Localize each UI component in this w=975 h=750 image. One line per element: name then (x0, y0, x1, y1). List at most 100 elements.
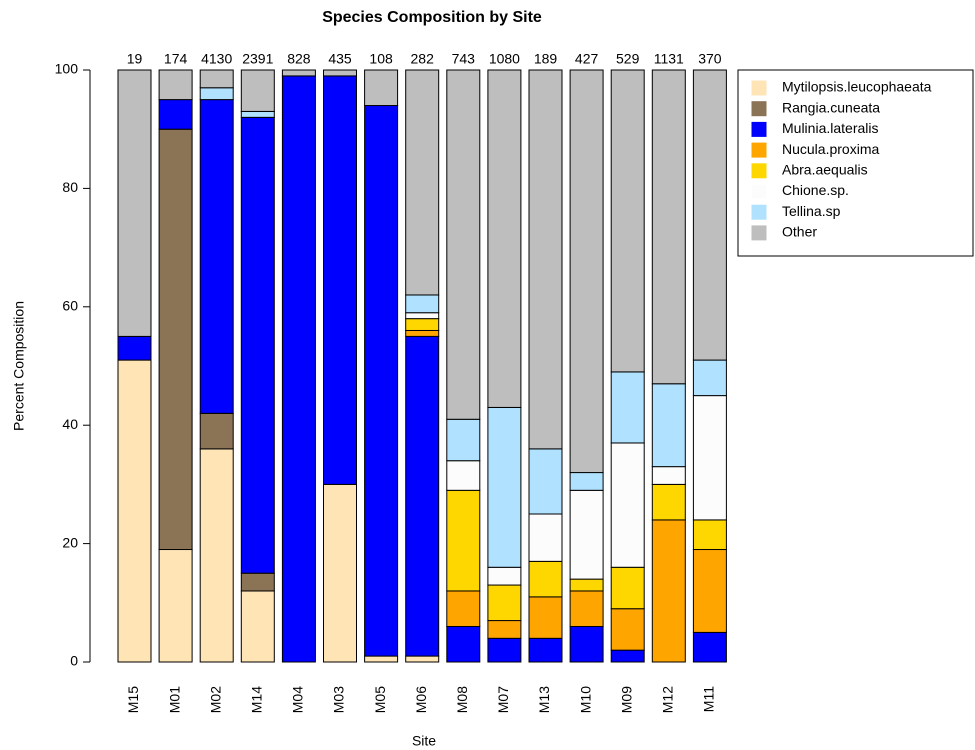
y-axis-label: Percent Composition (11, 301, 27, 431)
bar-segment (487, 566, 522, 586)
x-tick-label: M12 (660, 686, 676, 713)
x-tick-label: M04 (290, 686, 306, 713)
bar-segment (569, 472, 604, 491)
bar-segment (240, 69, 275, 112)
legend-label: Chione.sp. (782, 182, 849, 198)
bar-segment (364, 655, 399, 663)
bar-segment (651, 383, 686, 468)
legend-label: Other (782, 224, 817, 240)
x-tick-label: M10 (577, 686, 593, 713)
bar-segment (158, 128, 193, 551)
bar-segment (610, 69, 645, 373)
bar-segment (528, 560, 563, 598)
bar-segment (240, 590, 275, 663)
bar-segment (158, 69, 193, 101)
bar-segment (405, 294, 440, 314)
bar-segment (364, 105, 399, 657)
bar-segment (528, 69, 563, 450)
legend-swatch (751, 101, 767, 117)
legend-label: Nucula.proxima (782, 141, 879, 157)
legend-swatch (751, 80, 767, 96)
bar-segment (692, 359, 727, 397)
bar-label: 2391 (242, 51, 273, 67)
bar-label: 529 (616, 51, 640, 67)
x-tick-label: M11 (701, 686, 717, 712)
x-tick-label: M14 (249, 686, 265, 713)
bar-segment (487, 406, 522, 568)
bar-segment (240, 116, 275, 574)
legend-box (737, 69, 974, 257)
x-tick-label: M02 (207, 686, 223, 713)
bar-segment (281, 75, 316, 663)
bar-segment (651, 69, 686, 385)
legend-label: Rangia.cuneata (782, 99, 880, 115)
bar-segment (364, 69, 399, 107)
bar-segment (323, 483, 357, 663)
bar-segment (199, 87, 234, 101)
y-tick-label: 40 (62, 416, 78, 432)
bar-segment (569, 489, 604, 580)
bar-segment (692, 549, 727, 633)
legend-swatch (751, 163, 767, 179)
bar-segment (569, 578, 604, 592)
bar-label: 189 (534, 51, 558, 67)
bar-label: 19 (127, 51, 143, 67)
bar-segment (446, 418, 481, 462)
bar-segment (610, 608, 645, 651)
legend-label: Abra.aequalis (782, 162, 868, 178)
bar-segment (199, 99, 234, 414)
y-tick-label: 80 (62, 179, 78, 195)
y-tick-label: 60 (62, 298, 78, 314)
bar-segment (199, 412, 234, 450)
legend-swatch (751, 121, 767, 137)
bar-segment (446, 590, 481, 627)
bar-label: 1131 (654, 51, 684, 67)
bar-segment (446, 460, 481, 491)
bar-segment (158, 549, 193, 663)
x-axis-label: Site (412, 733, 436, 749)
bar-segment (117, 69, 152, 337)
bar-segment (240, 572, 275, 592)
legend-label: Mulinia.lateralis (782, 120, 878, 136)
legend-swatch (751, 142, 767, 158)
bar-segment (692, 519, 727, 551)
bar-segment (651, 483, 686, 521)
x-tick-label: M08 (454, 686, 470, 713)
x-tick-label: M03 (331, 686, 347, 713)
bar-label: 435 (328, 51, 352, 67)
bar-segment (199, 69, 234, 89)
bar-segment (487, 620, 522, 639)
bar-segment (117, 359, 152, 663)
bar-segment (487, 69, 522, 408)
x-tick-label: M07 (495, 686, 511, 713)
bar-segment (487, 584, 522, 622)
bar-segment (610, 371, 645, 444)
y-tick-label: 0 (70, 653, 78, 669)
y-tick-label: 100 (55, 61, 79, 77)
bar-segment (528, 513, 563, 562)
bar-segment (323, 75, 357, 485)
legend-swatch (751, 204, 767, 220)
bar-segment (405, 318, 440, 331)
bar-segment (240, 110, 275, 118)
bar-label: 370 (698, 51, 722, 67)
bar-segment (569, 590, 604, 627)
chart-title: Species Composition by Site (322, 9, 542, 26)
bar-segment (199, 448, 234, 663)
y-tick-label: 20 (62, 534, 78, 550)
bar-segment (651, 466, 686, 485)
bar-segment (446, 489, 481, 592)
x-tick-label: M06 (413, 686, 429, 713)
legend-label: Tellina.sp (782, 203, 841, 219)
bar-segment (692, 631, 727, 663)
bar-segment (117, 335, 152, 361)
x-tick-label: M09 (618, 686, 634, 713)
bar-label: 427 (575, 51, 599, 67)
bar-segment (405, 312, 440, 320)
bar-segment (610, 442, 645, 568)
bar-segment (610, 566, 645, 610)
bar-label: 4130 (201, 51, 232, 67)
bar-segment (528, 637, 563, 663)
bar-label: 282 (411, 51, 435, 67)
bar-segment (405, 335, 440, 657)
